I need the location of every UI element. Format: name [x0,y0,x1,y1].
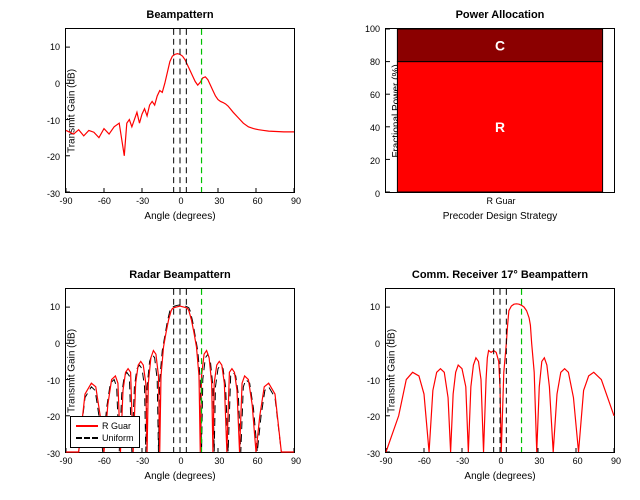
radar-ytick: -10 [47,376,60,386]
beampattern-xtick: 90 [291,196,301,206]
radar-legend: R GuarUniform [70,416,140,448]
beampattern-ytick: 0 [55,79,60,89]
beampattern-ytick: 10 [50,42,60,52]
power-title: Power Allocation [386,9,614,21]
figure: BeampatternTransmit Gain (dB)Angle (degr… [0,0,640,500]
comm-ytick: -20 [367,412,380,422]
comm-ytick: 10 [370,302,380,312]
radar-ytick: 10 [50,302,60,312]
comm-title: Comm. Receiver 17° Beampattern [386,269,614,281]
radar-xtick: 30 [214,456,224,466]
radar-xtick: 90 [291,456,301,466]
radar-ytick: 0 [55,339,60,349]
beampattern-ytick: -20 [47,152,60,162]
comm-ytick: 0 [375,339,380,349]
radar-xlabel: Angle (degrees) [66,471,294,482]
power-ytick: 0 [375,189,380,199]
beampattern-xtick: -90 [59,196,72,206]
beampattern-xtick: 0 [178,196,183,206]
power-xtick-label: R Guar [486,196,515,206]
power-segment-label-C: C [495,37,505,53]
power-xlabel: Precoder Design Strategy [386,211,614,222]
comm-xtick: 60 [573,456,583,466]
comm-ytick: -10 [367,376,380,386]
radar-xtick: -90 [59,456,72,466]
panel-comm: Comm. Receiver 17° BeampatternTransmit G… [385,288,615,453]
comm-xtick: 0 [498,456,503,466]
comm-xlabel: Angle (degrees) [386,471,614,482]
beampattern-xtick: -60 [98,196,111,206]
comm-plot [386,289,614,452]
radar-legend-label: Uniform [102,432,134,444]
radar-legend-row: Uniform [76,432,134,444]
comm-xtick: 30 [534,456,544,466]
radar-ytick: -20 [47,412,60,422]
beampattern-plot [66,29,294,192]
beampattern-ytick: -30 [47,189,60,199]
radar-xtick: 60 [253,456,263,466]
power-plot: RC [386,29,614,192]
power-ytick: 20 [370,156,380,166]
beampattern-xtick: 60 [253,196,263,206]
radar-ytick: -30 [47,449,60,459]
power-ytick: 80 [370,57,380,67]
radar-xtick: 0 [178,456,183,466]
panel-radar: Radar BeampatternTransmit Gain (dB)Angle… [65,288,295,453]
comm-xtick: 90 [611,456,621,466]
beampattern-xlabel: Angle (degrees) [66,211,294,222]
radar-legend-row: R Guar [76,420,134,432]
comm-xtick: -30 [456,456,469,466]
power-ytick: 100 [365,24,380,34]
beampattern-title: Beampattern [66,9,294,21]
comm-xtick: -90 [379,456,392,466]
comm-xtick: -60 [418,456,431,466]
beampattern-xtick: -30 [136,196,149,206]
radar-legend-label: R Guar [102,420,131,432]
power-segment-label-R: R [495,119,505,135]
radar-title: Radar Beampattern [66,269,294,281]
beampattern-xtick: 30 [214,196,224,206]
radar-legend-swatch [76,425,98,427]
comm-ytick: -30 [367,449,380,459]
power-ytick: 40 [370,123,380,133]
panel-beampattern: BeampatternTransmit Gain (dB)Angle (degr… [65,28,295,193]
radar-xtick: -60 [98,456,111,466]
beampattern-ytick: -10 [47,116,60,126]
power-ytick: 60 [370,90,380,100]
panel-power: Power AllocationFractional Power (%)Prec… [385,28,615,193]
radar-legend-swatch [76,437,98,439]
radar-xtick: -30 [136,456,149,466]
